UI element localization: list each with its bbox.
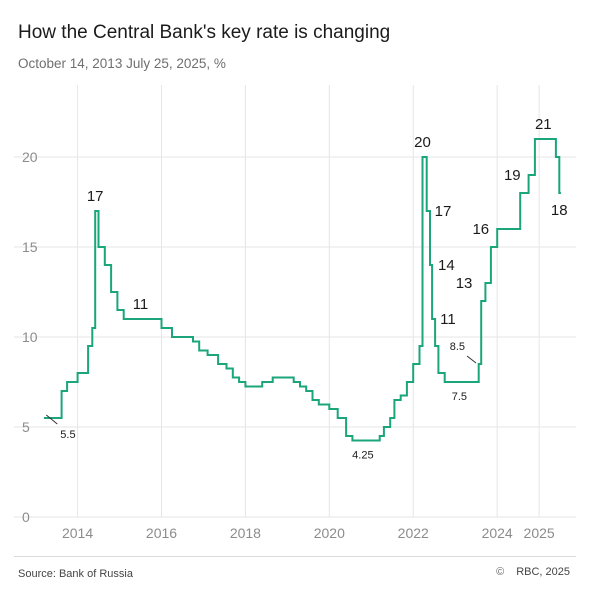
x-tick-label: 2018 [230, 525, 261, 541]
data-label: 17 [87, 188, 104, 205]
series [44, 138, 561, 442]
grid [14, 85, 576, 518]
data-label: 17 [435, 203, 452, 220]
x-tick-label: 2024 [482, 525, 513, 541]
y-tick-label: 0 [22, 509, 30, 525]
chart-title: How the Central Bank's key rate is chang… [18, 22, 391, 43]
data-label: 11 [440, 311, 456, 328]
footer-divider [14, 556, 576, 557]
data-label: 5.5 [60, 429, 75, 441]
copyright-symbol: © [496, 566, 505, 578]
copyright: © RBC, 2025 [496, 566, 570, 578]
y-tick-label: 15 [22, 239, 38, 255]
data-label: 11 [133, 296, 149, 313]
data-label: 18 [551, 202, 568, 219]
chart-subtitle: October 14, 2013 July 25, 2025, % [18, 56, 226, 71]
x-tick-label: 2014 [62, 525, 93, 541]
x-tick-label: 2025 [524, 525, 555, 541]
source-note: Source: Bank of Russia [18, 568, 133, 580]
x-tick-label: 2016 [146, 525, 177, 541]
data-label: 13 [456, 275, 473, 292]
x-tick-label: 2020 [314, 525, 345, 541]
data-labels: 17 11 20 17 14 11 13 16 19 21 18 5.5 4.25 7.5 8.5 [45, 116, 568, 462]
x-tick-label: 2022 [398, 525, 429, 541]
key-rate-line [44, 138, 561, 442]
data-label: 4.25 [352, 450, 373, 462]
data-label: 16 [472, 221, 489, 238]
y-tick-label: 20 [22, 149, 38, 165]
axis-ticks: 0 5 10 15 20 2014 2016 2018 2020 2022 2024 2025 [22, 149, 555, 541]
label-leader-line [466, 355, 477, 364]
label-leader-line [45, 414, 58, 425]
data-label: 21 [535, 116, 552, 133]
y-tick-label: 5 [22, 419, 30, 435]
copyright-text: RBC, 2025 [516, 566, 570, 578]
y-tick-label: 10 [22, 329, 38, 345]
data-label: 20 [414, 134, 431, 151]
data-label: 7.5 [452, 391, 467, 403]
data-label: 19 [504, 167, 521, 184]
data-label: 14 [438, 257, 455, 274]
data-label: 8.5 [450, 341, 465, 353]
